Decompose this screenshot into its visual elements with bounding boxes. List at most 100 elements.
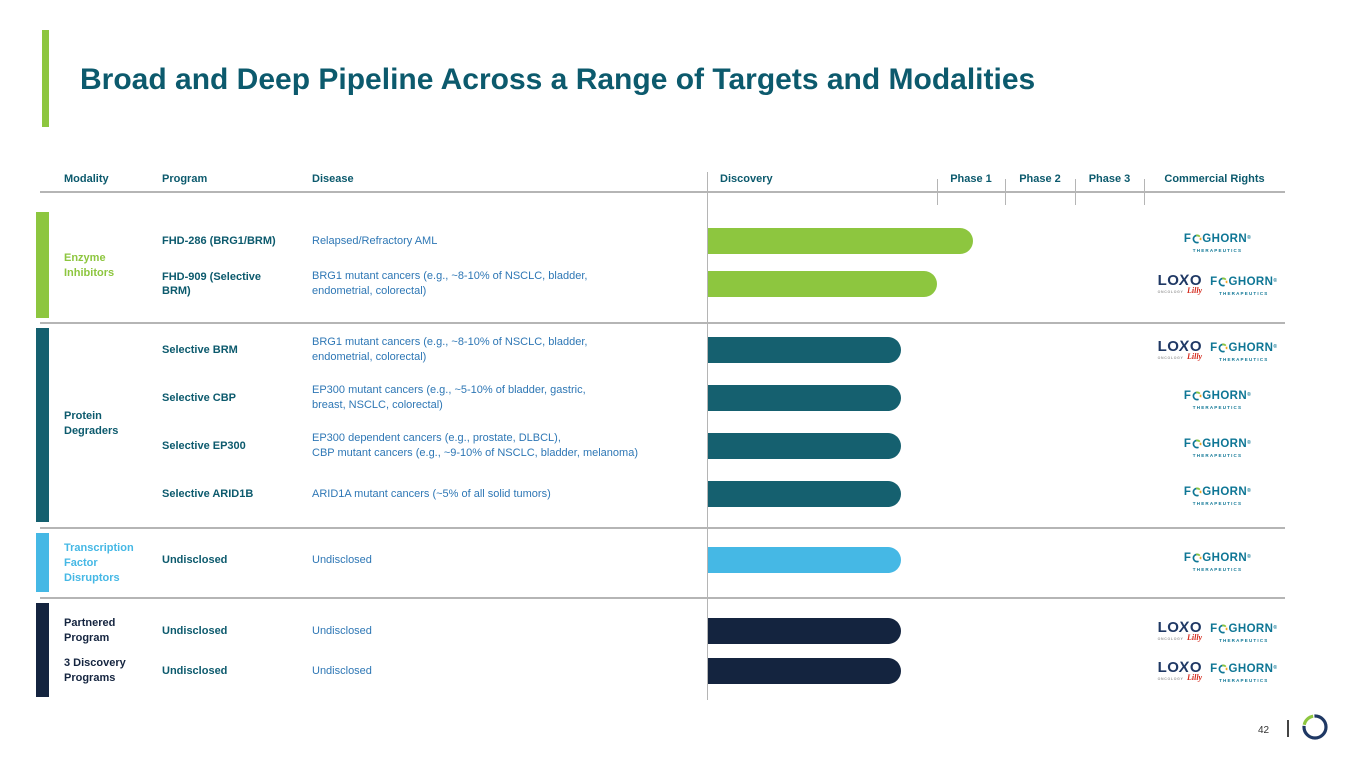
disease-text: Undisclosed: [312, 553, 372, 568]
foghorn-trademark: ®: [1273, 664, 1278, 671]
foghorn-letter: F: [1210, 622, 1218, 635]
foghorn-letter: F: [1210, 662, 1218, 675]
foghorn-letters: GHORN: [1228, 662, 1274, 675]
disease-cell: Undisclosed: [312, 547, 712, 573]
loxo-letters: O: [1189, 337, 1203, 355]
loxo-wordmark: LOXO: [1158, 619, 1203, 636]
title-accent-bar: [42, 30, 49, 127]
foghorn-o-ring-icon: [1191, 234, 1202, 244]
text-line: Disruptors: [64, 571, 120, 584]
footer-divider: [1287, 720, 1289, 737]
text-line: endometrial, colorectal): [312, 351, 427, 363]
text-line: Undisclosed: [312, 553, 372, 566]
foghorn-therapeutics-label: THERAPEUTICS: [1192, 453, 1243, 459]
foghorn-therapeutics-label: THERAPEUTICS: [1192, 567, 1243, 573]
lilly-script-logo: Lilly: [1186, 673, 1203, 683]
commercial-rights-cell: F GHORN ® THERAPEUTICS: [1145, 379, 1290, 417]
modality-strip-protein-degraders: [36, 328, 49, 522]
foghorn-letter: F: [1210, 275, 1218, 288]
program-cell: Undisclosed: [162, 547, 308, 573]
foghorn-letters: GHORN: [1228, 275, 1274, 288]
commercial-rights-cell: LOXO ONCOLOGY Lilly F GHORN ® THERAPEUTICS: [1145, 331, 1290, 369]
foghorn-wordmark: F GHORN ®: [1183, 551, 1251, 564]
loxo-wordmark: LOXO: [1157, 658, 1203, 676]
foghorn-wordmark: F GHORN ®: [1210, 662, 1278, 675]
loxo-wordmark: LOXO: [1157, 271, 1203, 289]
loxo-oncology-label: ONCOLOGY: [1157, 637, 1184, 642]
foghorn-therapeutics-label: THERAPEUTICS: [1219, 638, 1269, 644]
foghorn-letter: F: [1183, 232, 1192, 245]
foghorn-o-ring-icon: [1218, 277, 1229, 287]
disease-cell: ARID1A mutant cancers (~5% of all solid …: [312, 481, 712, 507]
foghorn-logo: F GHORN ® THERAPEUTICS: [1183, 548, 1251, 573]
disease-text: Relapsed/Refractory AML: [312, 234, 437, 249]
disease-text: EP300 mutant cancers (e.g., ~5-10% of bl…: [312, 383, 586, 413]
phase2-tick: [1005, 179, 1006, 205]
modality-label-protein-degraders: Protein Degraders: [64, 409, 118, 439]
text-line: breast, NSCLC, colorectal): [312, 399, 443, 411]
foghorn-letters: GHORN: [1228, 622, 1274, 635]
disease-text: EP300 dependent cancers (e.g., prostate,…: [312, 431, 638, 461]
foghorn-letter: F: [1210, 341, 1218, 354]
disease-text: ARID1A mutant cancers (~5% of all solid …: [312, 487, 551, 502]
loxo-letters: LO: [1157, 271, 1180, 289]
text-line: Undisclosed: [162, 554, 228, 566]
text-line: Selective CBP: [162, 392, 236, 404]
modality-label-row: 3 Discovery Programs: [64, 656, 126, 686]
foghorn-letters: GHORN: [1202, 551, 1248, 564]
loxo-letters: LO: [1157, 658, 1180, 676]
text-line: Programs: [64, 672, 116, 684]
disease-cell: EP300 dependent cancers (e.g., prostate,…: [312, 431, 712, 461]
text-line: CBP mutant cancers (e.g., ~9-10% of NSCL…: [312, 447, 638, 459]
text-line: Protein: [64, 410, 102, 422]
program-cell: Selective CBP: [162, 385, 308, 411]
modality-strip-enzyme-inhibitors: [36, 212, 49, 318]
text-line: ARID1A mutant cancers (~5% of all solid …: [312, 487, 551, 500]
lilly-script-logo: Lilly: [1186, 286, 1203, 296]
foghorn-letter: F: [1183, 437, 1192, 450]
foghorn-trademark: ®: [1247, 234, 1252, 241]
lilly-script-logo: Lilly: [1186, 633, 1203, 643]
foghorn-wordmark: F GHORN ®: [1184, 486, 1251, 498]
modality-label-transcription-factor-disruptors: Transcription Factor Disruptors: [64, 541, 134, 586]
modality-label-enzyme-inhibitors: Enzyme Inhibitors: [64, 251, 114, 281]
loxo-logo: LOXO ONCOLOGY Lilly: [1157, 658, 1203, 683]
text-line: BRM): [162, 285, 191, 297]
foghorn-logo: F GHORN ® THERAPEUTICS: [1210, 272, 1278, 296]
program-cell: Selective ARID1B: [162, 481, 308, 507]
loxo-logo: LOXO ONCOLOGY Lilly: [1158, 337, 1203, 361]
foghorn-therapeutics-label: THERAPEUTICS: [1192, 248, 1243, 254]
modality-label-row: Partnered Program: [64, 616, 115, 646]
column-header-phase1: Phase 1: [950, 173, 992, 185]
column-header-modality: Modality: [64, 173, 109, 185]
foghorn-trademark: ®: [1273, 277, 1278, 284]
foghorn-wordmark: F GHORN ®: [1210, 622, 1277, 635]
program-text: Selective CBP: [162, 391, 236, 405]
column-header-phase3: Phase 3: [1088, 173, 1131, 185]
pipeline-stage-bar: [708, 618, 901, 644]
modality-strip-transcription-factor-disruptors: [36, 533, 49, 592]
disease-cell: BRG1 mutant cancers (e.g., ~8-10% of NSC…: [312, 270, 712, 297]
phase3-tick: [1075, 179, 1076, 205]
foghorn-letters: GHORN: [1202, 389, 1248, 402]
text-line: BRG1 mutant cancers (e.g., ~8-10% of NSC…: [312, 270, 588, 282]
text-line: Selective BRM: [162, 344, 238, 356]
loxo-x-glyph: X: [1178, 271, 1191, 289]
loxo-letters: O: [1189, 658, 1203, 676]
foghorn-o-ring-icon: [1218, 664, 1229, 674]
program-text: Undisclosed: [162, 624, 227, 638]
commercial-rights-cell: LOXO ONCOLOGY Lilly F GHORN ® THERAPEUTICS: [1145, 265, 1290, 303]
foghorn-trademark: ®: [1247, 391, 1252, 398]
pipeline-stage-bar: [708, 271, 937, 297]
commercial-tick: [1144, 179, 1145, 205]
pipeline-stage-bar: [708, 481, 901, 507]
text-line: Inhibitors: [64, 267, 115, 279]
foghorn-logo: F GHORN ® THERAPEUTICS: [1210, 619, 1277, 644]
foghorn-letter: F: [1183, 551, 1192, 564]
column-header-phase2: Phase 2: [1019, 173, 1061, 185]
pipeline-stage-bar: [708, 385, 901, 411]
foghorn-o-ring-icon: [1218, 624, 1229, 634]
disease-cell: Relapsed/Refractory AML: [312, 228, 712, 254]
page-number: 42: [1258, 725, 1270, 736]
